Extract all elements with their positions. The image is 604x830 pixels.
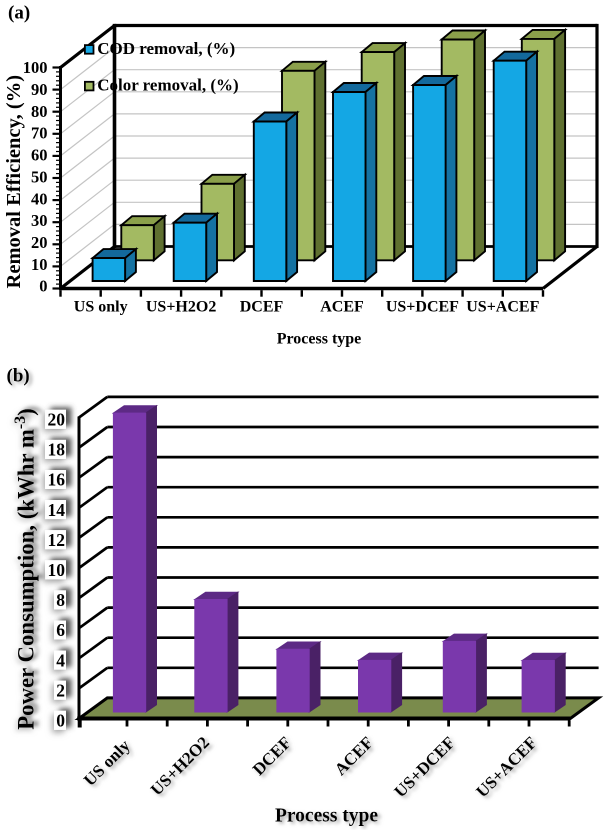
svg-text:6: 6 [56,620,65,640]
svg-text:30: 30 [31,211,48,230]
svg-text:US+H2O2: US+H2O2 [146,299,216,316]
svg-text:60: 60 [31,146,48,165]
svg-text:16: 16 [48,470,66,490]
svg-text:Removal Efficiency, (%): Removal Efficiency, (%) [3,75,25,289]
svg-text:US+ACEF: US+ACEF [466,299,539,316]
svg-text:90: 90 [31,80,48,99]
svg-text:100: 100 [23,58,48,77]
svg-text:18: 18 [48,440,66,460]
svg-text:0: 0 [56,711,65,731]
svg-text:70: 70 [31,124,48,143]
svg-text:(b): (b) [7,366,30,387]
svg-text:Power Consumption, (kWhr m-3): Power Consumption, (kWhr m-3) [12,408,39,730]
svg-text:8: 8 [56,590,65,610]
svg-text:10: 10 [31,255,48,274]
svg-text:12: 12 [48,530,66,550]
svg-text:14: 14 [48,500,66,520]
svg-text:50: 50 [31,167,48,186]
svg-text:0: 0 [39,277,47,296]
svg-text:4: 4 [56,650,65,670]
svg-text:40: 40 [31,189,48,208]
svg-text:20: 20 [48,410,66,430]
svg-text:US+DCEF: US+DCEF [386,299,459,316]
svg-text:20: 20 [31,233,48,252]
svg-text:US only: US only [74,299,128,316]
svg-text:Process type: Process type [277,331,362,348]
svg-text:10: 10 [48,560,66,580]
svg-text:Color removal, (%): Color removal, (%) [97,75,238,94]
svg-text:Process type: Process type [275,806,378,827]
svg-text:COD removal, (%): COD removal, (%) [97,39,235,58]
svg-text:DCEF: DCEF [240,299,284,316]
svg-text:ACEF: ACEF [320,299,364,316]
svg-text:(a): (a) [8,3,30,24]
svg-text:80: 80 [31,102,48,121]
svg-text:2: 2 [56,680,65,700]
